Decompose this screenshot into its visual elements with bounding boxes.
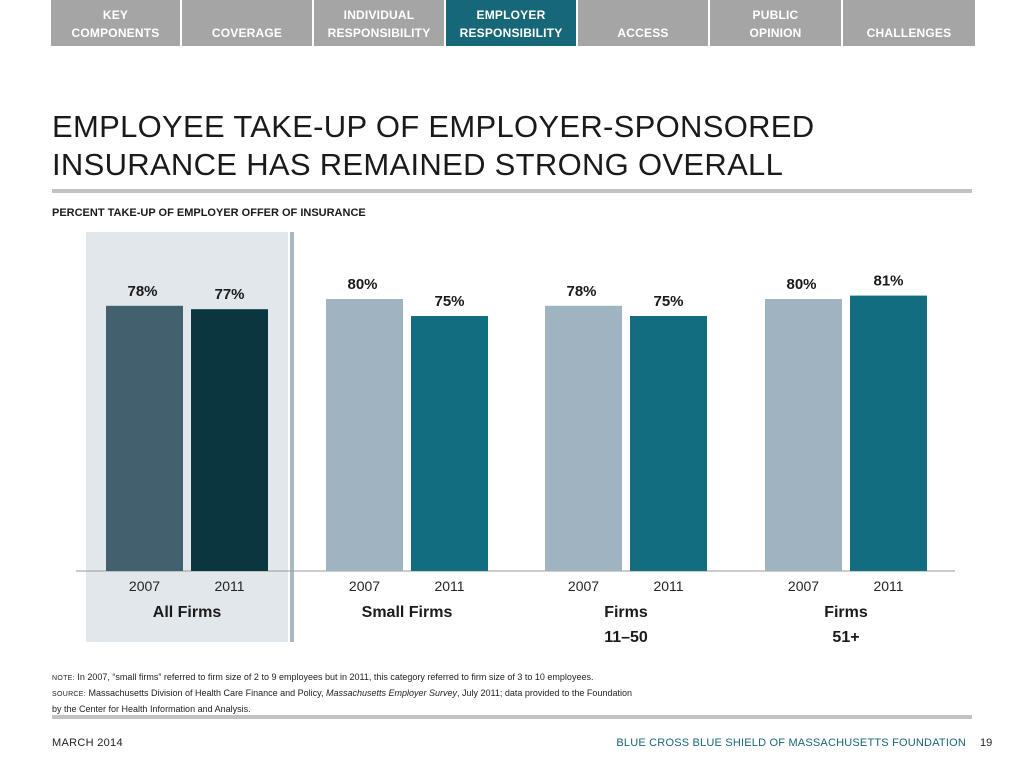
page-number: 19 [980, 737, 993, 749]
data-label: 81% [873, 273, 903, 290]
bar-2011 [191, 309, 268, 571]
tab-coverage[interactable]: COVERAGE [182, 0, 314, 46]
source-line-2: by the Center for Health Information and… [52, 704, 251, 714]
bar-2007 [326, 299, 403, 571]
tab-label: ACCESS [617, 26, 669, 40]
tab-label: INDIVIDUAL RESPONSIBILITY [327, 8, 431, 40]
x-tick-label: 2007 [349, 578, 380, 594]
bar-2011 [630, 316, 707, 571]
data-label: 78% [127, 283, 157, 300]
source-text: , July 2011; data provided to the Founda… [457, 688, 632, 698]
footer-org: BLUE CROSS BLUE SHIELD OF MASSACHUSETTS … [616, 737, 966, 749]
bar-2007 [106, 305, 183, 571]
tab-label: CHALLENGES [866, 26, 952, 40]
title-divider [52, 189, 972, 193]
x-tick-label: 2007 [129, 578, 160, 594]
x-tick-label: 2011 [214, 578, 244, 594]
tab-public-opinion[interactable]: PUBLIC OPINION [710, 0, 843, 46]
bar-2007 [765, 299, 842, 571]
data-label: 75% [434, 293, 464, 310]
tab-access[interactable]: ACCESS [578, 0, 710, 46]
panel-divider [290, 232, 294, 642]
footnotes: NOTE: In 2007, “small firms” referred to… [52, 670, 952, 717]
group-label: All Firms [153, 604, 222, 621]
bar-2011 [850, 295, 927, 571]
group-label: Small Firms [362, 604, 453, 621]
x-tick-label: 2011 [653, 578, 683, 594]
note-text: In 2007, “small firms” referred to firm … [74, 672, 594, 682]
source-title: Massachusetts Employer Survey [325, 688, 458, 698]
x-tick-label: 2007 [568, 578, 599, 594]
footer-divider [52, 715, 972, 719]
group-label: 51+ [832, 629, 859, 646]
tab-label: COVERAGE [211, 26, 283, 40]
x-tick-label: 2011 [873, 578, 903, 594]
tab-label: KEY COMPONENTS [71, 8, 160, 40]
tab-challenges[interactable]: CHALLENGES [843, 0, 975, 46]
tab-key-components[interactable]: KEY COMPONENTS [51, 0, 182, 46]
group-label: 11–50 [604, 629, 648, 646]
data-label: 80% [786, 276, 816, 293]
x-tick-label: 2007 [788, 578, 819, 594]
source-tag: SOURCE: [52, 691, 86, 698]
group-label: Firms [824, 604, 868, 621]
tab-individual-responsibility[interactable]: INDIVIDUAL RESPONSIBILITY [314, 0, 446, 46]
x-tick-label: 2011 [434, 578, 464, 594]
source-line: SOURCE: Massachusetts Division of Health… [52, 686, 952, 702]
data-label: 80% [347, 276, 377, 293]
note-tag: NOTE: [52, 675, 75, 682]
data-label: 78% [566, 283, 596, 300]
data-label: 77% [214, 286, 244, 303]
chart-title: PERCENT TAKE-UP OF EMPLOYER OFFER OF INS… [52, 207, 366, 219]
page-title: EMPLOYEE TAKE-UP OF EMPLOYER-SPONSORED I… [52, 109, 815, 182]
bar-2011 [411, 316, 488, 571]
source-text: Massachusetts Division of Health Care Fi… [86, 688, 326, 698]
note-line: NOTE: In 2007, “small firms” referred to… [52, 670, 952, 686]
footer-date: MARCH 2014 [52, 737, 123, 749]
data-label: 75% [653, 293, 683, 310]
tab-label: EMPLOYER RESPONSIBILITY [459, 8, 563, 40]
section-nav: KEY COMPONENTS COVERAGE INDIVIDUAL RESPO… [51, 0, 975, 46]
bar-2007 [545, 305, 622, 571]
tab-label: PUBLIC OPINION [749, 8, 802, 40]
tab-employer-responsibility[interactable]: EMPLOYER RESPONSIBILITY [446, 0, 578, 46]
group-label: Firms [604, 604, 648, 621]
